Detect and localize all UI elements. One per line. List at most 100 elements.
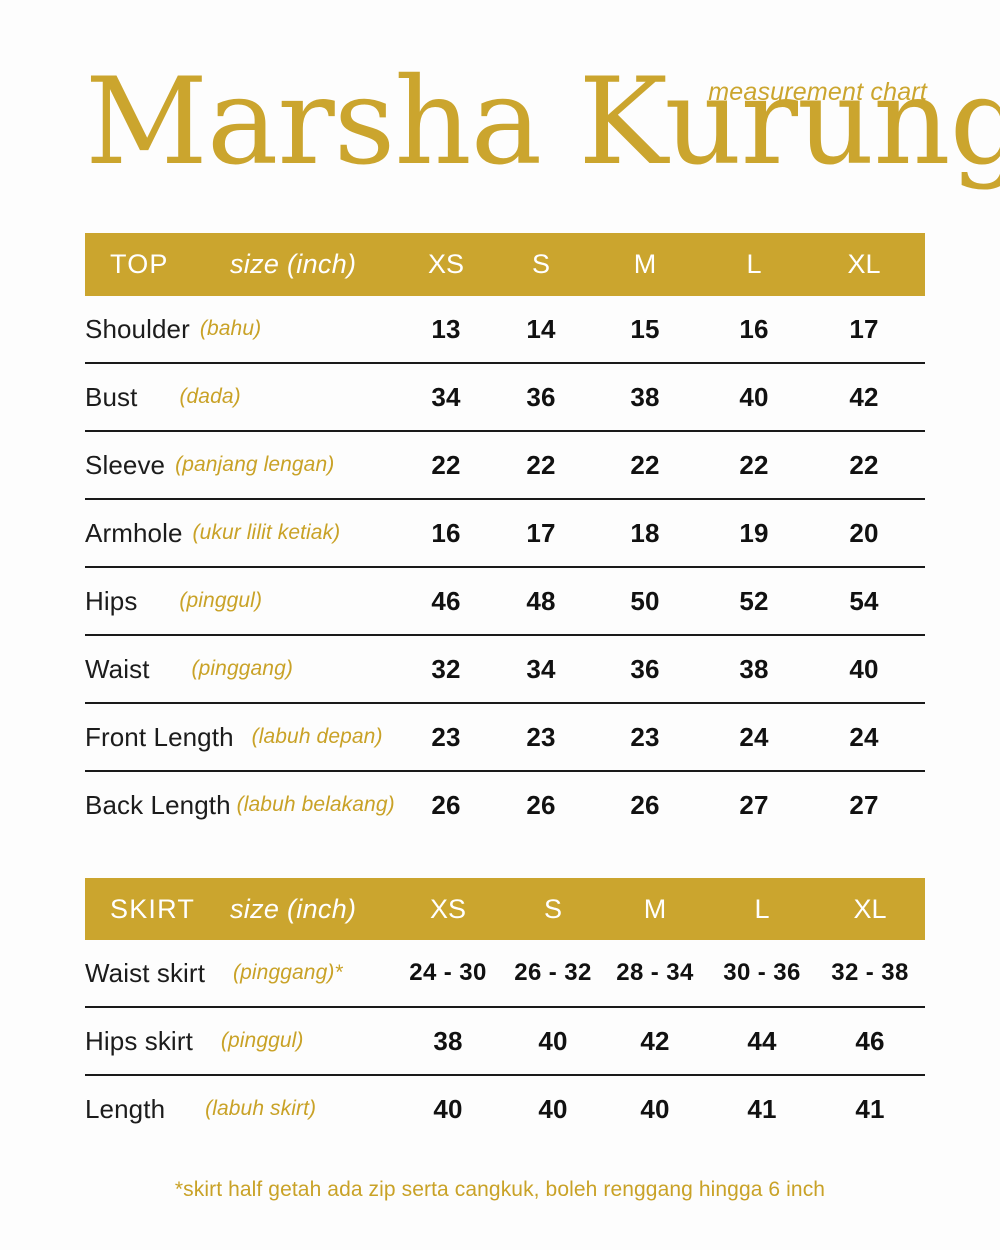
table-row: Waist (pinggang) 32 34 36 38 40 <box>85 636 925 704</box>
skirt-table-body: Waist skirt (pinggang)* 24 - 30 26 - 32 28 -… <box>85 940 925 1142</box>
measurement-value: 13 <box>431 314 461 344</box>
row-label-group: Back Length (labuh belakang) <box>85 772 395 838</box>
row-label-my: (bahu) <box>199 317 262 340</box>
measurement-value: 28 - 34 <box>616 959 694 986</box>
measurement-value: 27 <box>739 790 769 820</box>
measurement-value: 52 <box>739 586 769 616</box>
table-row: Back Length (labuh belakang) 26 26 26 27 27 <box>85 772 925 838</box>
measurement-value: 19 <box>739 518 769 548</box>
measurement-value: 40 <box>640 1094 670 1124</box>
row-label-my: (dada) <box>179 385 241 408</box>
measurement-value: 40 <box>433 1094 463 1124</box>
table-row: Hips skirt (pinggul) 38 40 42 44 46 <box>85 1008 925 1076</box>
measurement-value: 23 <box>630 722 660 752</box>
row-label-my: (pinggul) <box>220 1029 304 1052</box>
measurement-value: 46 <box>855 1026 885 1056</box>
row-label-my: (ukur lilit ketiak) <box>192 521 341 544</box>
measurement-value: 36 <box>526 382 556 412</box>
measurement-value: 15 <box>630 314 660 344</box>
top-unit-label: size (inch) <box>230 249 357 279</box>
row-label-en: Hips skirt <box>85 1025 193 1056</box>
row-label-group: Shoulder (bahu) <box>85 296 261 362</box>
row-label-my: (pinggul) <box>179 589 263 612</box>
measurement-value: 40 <box>538 1026 568 1056</box>
skirt-table-header: SKIRT size (inch) XS S M L XL <box>85 878 925 940</box>
measurement-value: 38 <box>630 382 660 412</box>
row-label-group: Length (labuh skirt) <box>85 1076 316 1142</box>
measurement-value: 36 <box>630 654 660 684</box>
measurement-value: 54 <box>849 586 879 616</box>
measurement-value: 41 <box>747 1094 777 1124</box>
row-label-group: Waist (pinggang) <box>85 636 293 702</box>
row-label-my: (pinggang) <box>191 657 293 680</box>
measurement-value: 26 <box>431 790 461 820</box>
row-label-en: Hips <box>85 585 138 616</box>
measurement-value: 42 <box>640 1026 670 1056</box>
measurement-value: 38 <box>739 654 769 684</box>
measurement-value: 23 <box>431 722 461 752</box>
measurement-value: 14 <box>526 314 556 344</box>
measurement-value: 34 <box>526 654 556 684</box>
measurement-value: 40 <box>739 382 769 412</box>
page-title: Marsha Kurung <box>85 53 1000 192</box>
measurement-value: 26 <box>526 790 556 820</box>
size-column-header-s: S <box>531 249 551 279</box>
row-label-en: Bust <box>85 381 138 412</box>
row-label-my: (pinggang)* <box>233 961 343 984</box>
table-row: Length (labuh skirt) 40 40 40 41 41 <box>85 1076 925 1142</box>
table-row: Armhole (ukur lilit ketiak) 16 17 18 19 20 <box>85 500 925 568</box>
row-label-en: Waist skirt <box>85 957 206 988</box>
size-column-header-xl: XL <box>853 894 887 924</box>
size-column-header-xl: XL <box>847 249 881 279</box>
measurement-value: 16 <box>739 314 769 344</box>
measurement-value: 22 <box>431 450 461 480</box>
measurement-value: 34 <box>431 382 461 412</box>
skirt-unit-label: size (inch) <box>230 894 357 924</box>
measurement-value: 22 <box>526 450 556 480</box>
skirt-section-label: SKIRT <box>110 894 196 924</box>
measurement-value: 42 <box>849 382 879 412</box>
top-table-header: TOP size (inch) XS S M L XL <box>85 233 925 296</box>
row-label-group: Hips (pinggul) <box>85 568 262 634</box>
measurement-value: 44 <box>747 1026 777 1056</box>
table-row: Shoulder (bahu) 13 14 15 16 17 <box>85 296 925 364</box>
measurement-value: 41 <box>855 1094 885 1124</box>
row-label-my: (panjang lengan) <box>175 453 335 476</box>
row-label-group: Hips skirt (pinggul) <box>85 1008 304 1074</box>
row-label-my: (labuh skirt) <box>205 1097 317 1120</box>
row-label-group: Front Length (labuh depan) <box>85 704 383 770</box>
measurement-value: 40 <box>538 1094 568 1124</box>
row-label-en: Armhole <box>85 517 183 548</box>
measurement-value: 26 - 32 <box>514 959 592 986</box>
row-label-group: Waist skirt (pinggang)* <box>85 940 343 1006</box>
row-label-en: Shoulder <box>85 313 190 344</box>
row-label-my: (labuh depan) <box>251 725 383 748</box>
measurement-value: 50 <box>630 586 660 616</box>
top-section-label: TOP <box>110 249 169 279</box>
row-label-group: Sleeve (panjang lengan) <box>85 432 334 498</box>
measurement-value: 22 <box>849 450 879 480</box>
measurement-value: 16 <box>431 518 461 548</box>
footnote-text: *skirt half getah ada zip serta cangkuk,… <box>174 1178 826 1201</box>
row-label-group: Bust (dada) <box>85 364 241 430</box>
table-row: Front Length (labuh depan) 23 23 23 24 24 <box>85 704 925 772</box>
table-row: Bust (dada) 34 36 38 40 42 <box>85 364 925 432</box>
measurement-value: 38 <box>433 1026 463 1056</box>
measurement-value: 20 <box>849 518 879 548</box>
row-label-en: Front Length <box>85 721 234 752</box>
measurement-value: 27 <box>849 790 879 820</box>
measurement-value: 17 <box>849 314 879 344</box>
row-label-en: Sleeve <box>85 449 166 480</box>
top-table-body: Shoulder (bahu) 13 14 15 16 17 Bust (dada) 34 36 38… <box>85 296 925 838</box>
row-label-my: (labuh belakang) <box>236 793 395 816</box>
size-column-header-xs: XS <box>427 249 465 279</box>
measurement-value: 32 - 38 <box>831 959 909 986</box>
measurement-value: 22 <box>630 450 660 480</box>
measurement-value: 23 <box>526 722 556 752</box>
size-column-header-s: S <box>543 894 563 924</box>
top-size-table: TOP size (inch) XS S M L XL Shoulder (bahu) 13 14 1… <box>85 233 925 838</box>
measurement-value: 26 <box>630 790 660 820</box>
size-column-header-m: M <box>643 894 667 924</box>
size-column-header-l: L <box>754 894 770 924</box>
